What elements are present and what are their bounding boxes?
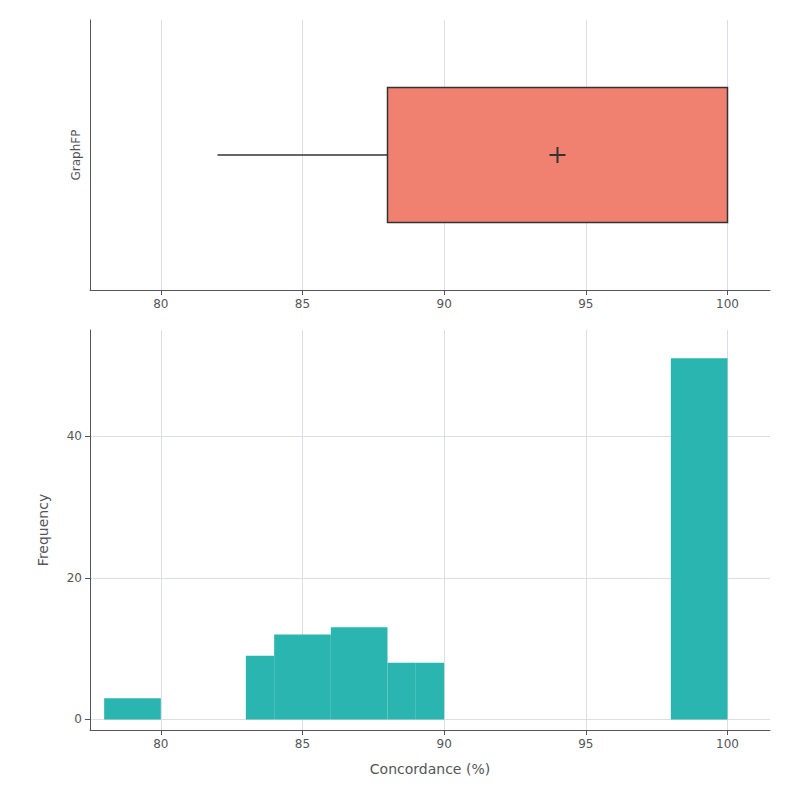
- svg-text:90: 90: [437, 297, 452, 311]
- svg-text:GraphFP: GraphFP: [69, 130, 83, 181]
- svg-text:100: 100: [716, 737, 739, 751]
- svg-text:Frequency: Frequency: [35, 494, 51, 566]
- svg-text:80: 80: [153, 297, 168, 311]
- svg-text:85: 85: [295, 737, 310, 751]
- svg-text:100: 100: [716, 297, 739, 311]
- svg-text:Concordance (%): Concordance (%): [370, 761, 490, 777]
- svg-text:40: 40: [67, 429, 82, 443]
- svg-text:80: 80: [153, 737, 168, 751]
- svg-text:20: 20: [67, 571, 82, 585]
- svg-text:90: 90: [437, 737, 452, 751]
- svg-text:0: 0: [74, 712, 82, 726]
- svg-text:95: 95: [578, 737, 593, 751]
- svg-text:95: 95: [578, 297, 593, 311]
- svg-text:85: 85: [295, 297, 310, 311]
